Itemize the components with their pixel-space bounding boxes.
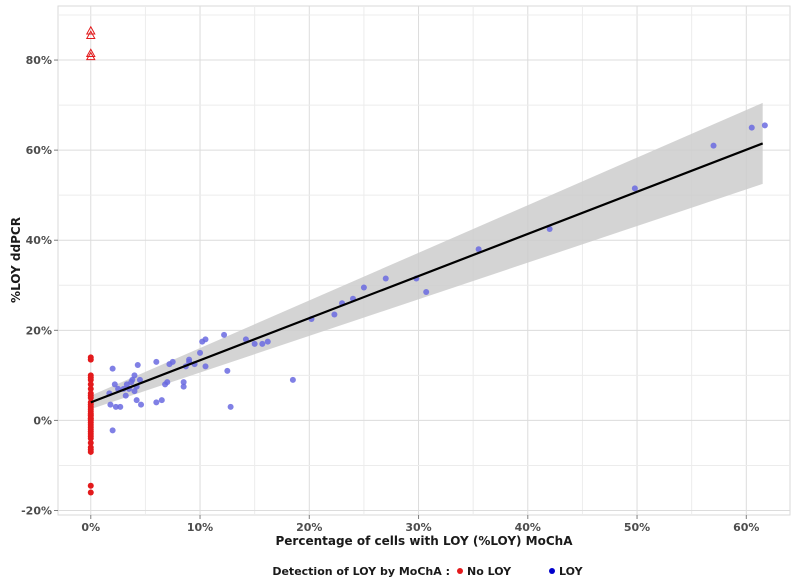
data-point [87, 489, 94, 496]
data-point [107, 401, 114, 408]
legend-label: LOY [559, 565, 584, 578]
data-point [87, 356, 94, 363]
y-tick-label: 20% [26, 324, 52, 337]
y-tick-label: 0% [33, 414, 52, 427]
data-point [87, 439, 94, 446]
legend-entries: No LOY LOY [457, 565, 584, 578]
data-point [87, 394, 94, 401]
legend-title: Detection of LOY by MoChA : [272, 565, 450, 578]
data-point [164, 379, 171, 386]
y-tick-label: 80% [26, 54, 52, 67]
data-point [227, 403, 234, 410]
data-point [134, 362, 141, 369]
x-axis-title: Percentage of cells with LOY (%LOY) MoCh… [275, 534, 573, 548]
data-point [289, 376, 296, 383]
data-point [87, 385, 94, 392]
data-point [112, 403, 119, 410]
data-point [382, 275, 389, 282]
data-point [242, 336, 249, 343]
data-point [251, 340, 258, 347]
data-point [546, 225, 553, 232]
data-point-triangle [85, 25, 96, 35]
data-point [87, 412, 94, 419]
data-point [761, 122, 768, 129]
data-point [109, 427, 116, 434]
x-axis-ticks: 0% 10% 20% 30% 40% 50% 60% [81, 515, 759, 534]
data-point [331, 311, 338, 318]
x-tick-label: 50% [624, 521, 650, 534]
confidence-band [90, 102, 763, 410]
data-point [264, 338, 271, 345]
data-point [224, 367, 231, 374]
data-point [122, 392, 129, 399]
data-point [180, 383, 187, 390]
data-point [158, 397, 165, 404]
legend: Detection of LOY by MoChA : No LOY LOY [272, 565, 583, 578]
data-point-triangle [85, 51, 96, 61]
legend-label: No LOY [467, 565, 512, 578]
data-point [136, 376, 143, 383]
data-point [186, 356, 193, 363]
data-point [129, 376, 136, 383]
data-point [169, 358, 176, 365]
data-point [197, 349, 204, 356]
data-point [131, 388, 138, 395]
data-point [87, 381, 94, 388]
legend-marker [549, 568, 555, 574]
data-point [180, 379, 187, 386]
data-point [87, 482, 94, 489]
data-point-triangle [85, 48, 96, 57]
data-point [87, 376, 94, 383]
data-point [710, 142, 717, 149]
x-tick-label: 0% [81, 521, 100, 534]
data-point [131, 372, 138, 379]
data-point [423, 289, 430, 296]
y-tick-label: 40% [26, 234, 52, 247]
data-point [138, 401, 145, 408]
data-point-triangle [85, 30, 96, 39]
data-point [202, 336, 209, 343]
data-point [117, 403, 124, 410]
data-point [475, 246, 482, 253]
data-point [109, 365, 116, 372]
legend-marker [457, 568, 463, 574]
x-tick-label: 20% [296, 521, 322, 534]
data-point [153, 399, 160, 406]
data-point [360, 284, 367, 291]
x-tick-label: 60% [733, 521, 759, 534]
regression-line [90, 142, 764, 404]
data-point [748, 124, 755, 131]
y-axis-ticks: -20% 0% 20% 40% 60% 80% [21, 54, 58, 517]
data-point [259, 340, 266, 347]
x-tick-label: 10% [187, 521, 213, 534]
x-tick-label: 40% [515, 521, 541, 534]
data-point [111, 381, 118, 388]
y-axis-title: %LOY ddPCR [9, 217, 23, 303]
data-point [87, 448, 94, 455]
data-point [631, 185, 638, 192]
data-point [133, 397, 140, 404]
y-tick-label: 60% [26, 144, 52, 157]
y-tick-label: -20% [21, 504, 52, 517]
x-tick-label: 30% [405, 521, 431, 534]
data-point [87, 435, 94, 442]
data-point [202, 363, 209, 370]
data-point [153, 358, 160, 365]
data-point [221, 331, 228, 338]
